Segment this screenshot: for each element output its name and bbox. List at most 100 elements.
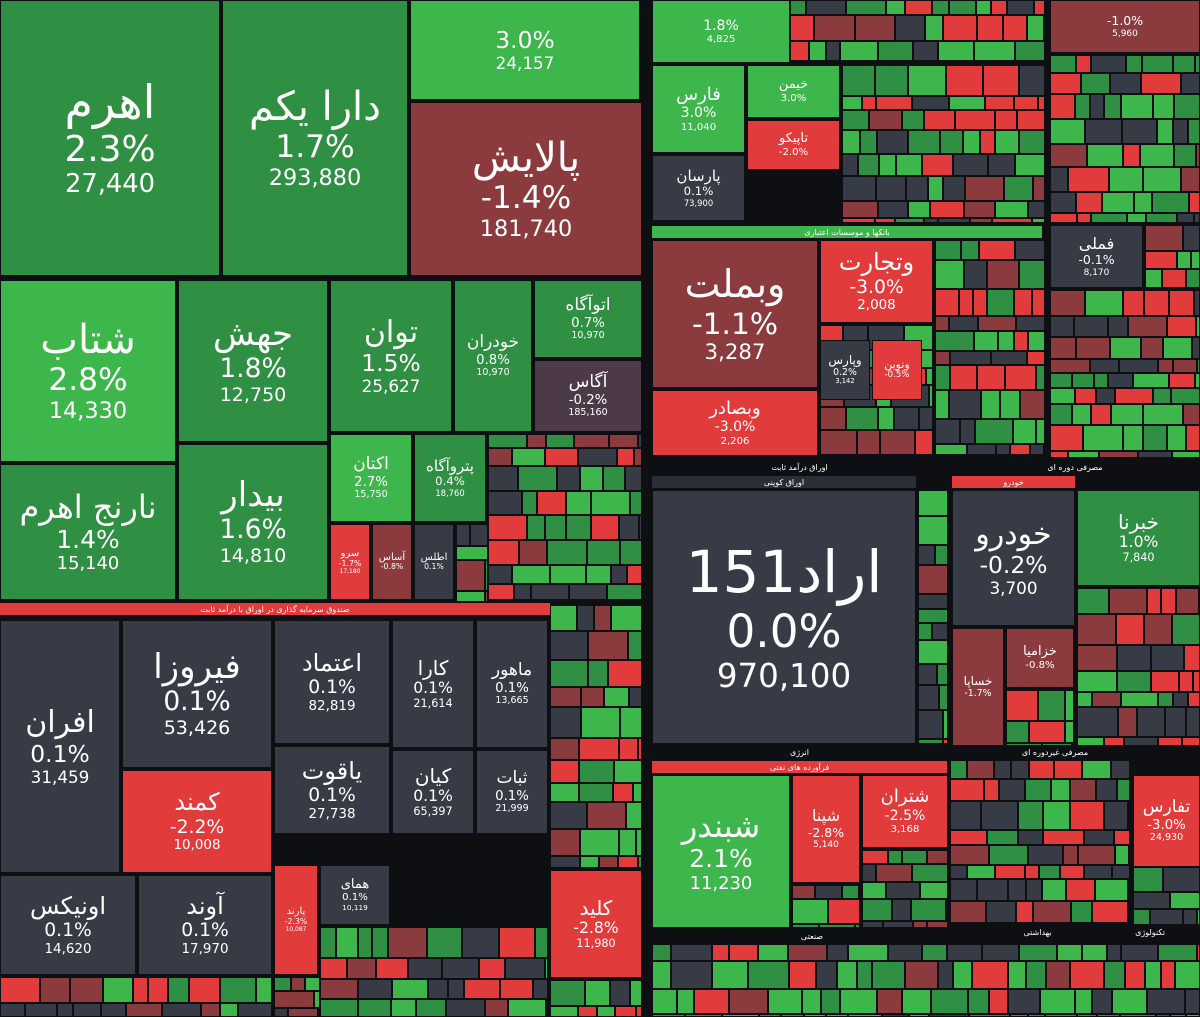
price-change: -0.8% (380, 562, 404, 572)
small-tile (1025, 779, 1051, 801)
small-tile (935, 351, 950, 365)
trade-value: 10,970 (476, 366, 510, 378)
small-tile (1179, 671, 1193, 692)
price-change: 0.1% (163, 686, 231, 718)
small-tile (950, 779, 984, 801)
small-tile (456, 560, 485, 591)
small-tile (846, 0, 886, 15)
stock-name: کمند (174, 788, 220, 817)
small-tile (1177, 213, 1194, 223)
small-tile (1189, 192, 1200, 213)
small-tile (514, 584, 531, 600)
small-tile (842, 218, 875, 223)
trade-value: 5,960 (1112, 28, 1138, 39)
small-tile (862, 864, 876, 882)
small-tile (999, 779, 1025, 801)
small-tile (970, 218, 992, 223)
small-tile (1141, 337, 1163, 359)
small-tile (550, 783, 579, 802)
small-tile (427, 927, 462, 958)
small-tile (1133, 867, 1163, 892)
stock-tile: نارنج اهرم 1.4% 15,140 (0, 464, 176, 600)
small-tile (1060, 865, 1084, 879)
small-tile (989, 989, 1008, 1014)
stock-name: خساپا (963, 673, 993, 688)
small-tile (512, 565, 550, 584)
small-tile (391, 999, 416, 1017)
stock-name: یاقوت (301, 756, 363, 785)
small-tile (858, 154, 879, 176)
stock-tile: خزامیا -0.8% (1006, 628, 1074, 688)
small-tile (1074, 316, 1108, 337)
small-tile (790, 41, 809, 61)
small-tile (1129, 845, 1131, 865)
price-change: -0.8% (1025, 659, 1055, 671)
small-tile (1142, 55, 1173, 73)
stock-name: اهرم (64, 75, 156, 130)
small-tile (842, 65, 875, 96)
small-tile (580, 829, 619, 856)
small-tile (442, 958, 479, 979)
stock-tile: اکتان 2.7% 15,750 (330, 434, 412, 522)
section-header: بهداشتی (980, 925, 1095, 939)
trade-value: 11,230 (689, 872, 753, 894)
small-tile (991, 351, 1027, 365)
small-tile (988, 154, 1015, 176)
small-tile (1028, 331, 1045, 351)
small-tile (819, 924, 855, 928)
small-tile (347, 958, 376, 979)
stock-name: خبرنا (1117, 510, 1160, 535)
small-tile (888, 944, 922, 961)
small-tile (1173, 692, 1188, 707)
small-tile (615, 1006, 636, 1017)
small-tile (1065, 690, 1074, 721)
small-tile (1183, 225, 1200, 251)
small-tile (950, 830, 987, 845)
small-tile (1033, 901, 1071, 923)
small-tile (1013, 419, 1036, 444)
small-tile (1015, 41, 1045, 61)
stock-tile: آساس -0.8% (372, 524, 412, 600)
small-tile (967, 865, 995, 879)
stock-name: نارنج اهرم (19, 487, 157, 526)
small-tile (585, 980, 610, 1006)
small-tile (1019, 260, 1045, 289)
small-tile (992, 218, 1032, 223)
small-tile (869, 110, 902, 130)
stock-name: آگاس (568, 372, 608, 393)
trade-value: 25,627 (361, 376, 421, 397)
small-tile (1147, 989, 1185, 1014)
stock-name: وتجارت (838, 248, 915, 277)
small-tile (488, 491, 522, 515)
small-tile (1123, 290, 1144, 316)
small-tile (1057, 944, 1082, 961)
small-tile (905, 0, 932, 15)
small-tile (935, 365, 950, 390)
small-tile (1011, 760, 1029, 779)
small-tile (1143, 425, 1167, 451)
stock-name: خیمن (778, 77, 809, 93)
small-tile (792, 924, 819, 928)
small-tile (1068, 167, 1109, 192)
small-tile (1092, 901, 1128, 923)
small-tile (918, 685, 939, 710)
small-tile (989, 845, 1028, 865)
small-tile (1128, 801, 1130, 830)
small-tile (1050, 404, 1072, 425)
small-tile (1161, 588, 1176, 614)
small-tile (1173, 359, 1197, 373)
small-tile (620, 540, 642, 565)
stock-tile: ماهور 0.1% 13,665 (476, 620, 548, 748)
small-tile (931, 989, 968, 1014)
small-tile (935, 260, 964, 289)
small-tile (712, 944, 729, 961)
small-tile (628, 631, 642, 660)
small-tile (1174, 94, 1200, 119)
small-tile (1162, 269, 1186, 288)
small-tile (569, 600, 589, 602)
small-tile (1050, 359, 1090, 373)
section-header: فرآورده های نفتی (652, 761, 947, 773)
small-tile (950, 845, 989, 865)
stock-tile: پتروآگاه 0.4% 18,760 (414, 434, 486, 522)
small-tile (580, 856, 599, 868)
